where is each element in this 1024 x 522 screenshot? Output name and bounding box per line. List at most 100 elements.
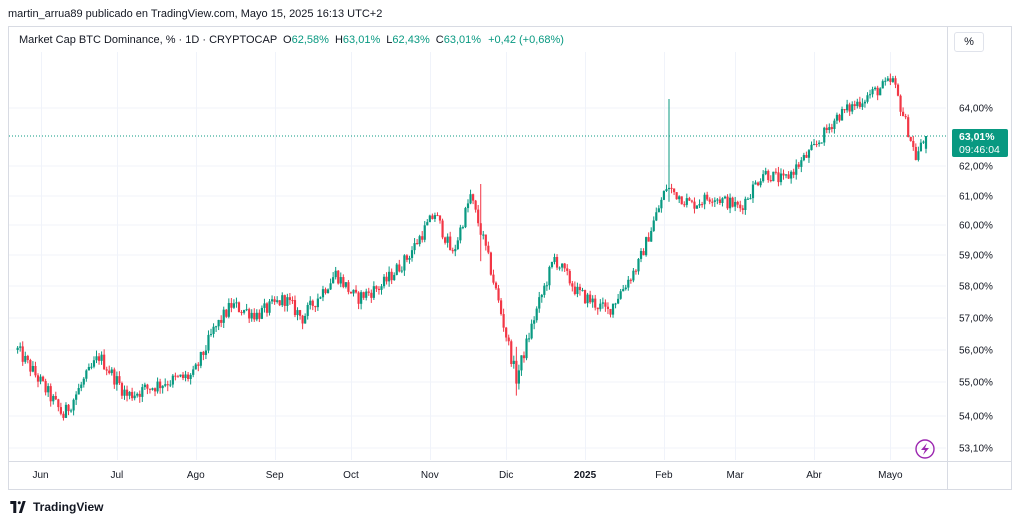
candle-body	[41, 376, 45, 381]
chart-pane[interactable]	[8, 26, 1012, 490]
candle-body	[693, 201, 696, 209]
candle-body	[19, 346, 22, 348]
candle-body	[563, 263, 566, 269]
candle-body	[680, 196, 683, 205]
candle-body	[667, 187, 671, 190]
candle-body	[187, 374, 190, 379]
candle-body	[576, 286, 579, 295]
candle-body	[159, 381, 162, 389]
candle-body	[734, 201, 737, 207]
time-axis-label: Ago	[187, 470, 205, 481]
candle-body	[779, 173, 783, 183]
candle-body	[540, 294, 543, 298]
candle-body	[329, 283, 332, 290]
candle-body	[349, 291, 353, 294]
candle-body	[281, 295, 284, 306]
candle-body	[573, 286, 576, 295]
candle-body	[360, 292, 363, 304]
candle-body	[245, 309, 248, 311]
candle-body	[502, 314, 505, 328]
candle-body	[899, 95, 902, 112]
candle-body	[459, 227, 462, 241]
candle-body	[29, 359, 32, 372]
candle-body	[787, 174, 790, 179]
candle-body	[922, 141, 925, 143]
tradingview-logo-icon	[10, 501, 26, 513]
candle-body	[848, 104, 851, 112]
candle-body	[874, 87, 877, 90]
candle-body	[678, 196, 681, 200]
candle-body	[530, 323, 533, 339]
close-label: C	[435, 34, 444, 46]
candle-body	[273, 299, 276, 302]
candle-body	[695, 205, 699, 209]
candle-body	[382, 276, 386, 287]
candle-body	[762, 174, 765, 182]
candle-body	[487, 245, 490, 253]
candle-body	[62, 413, 65, 418]
candle-body	[220, 319, 223, 323]
candle-body	[479, 223, 482, 235]
candle-body	[807, 150, 811, 158]
candle-body	[639, 251, 643, 259]
candle-body	[156, 381, 159, 392]
candle-body	[388, 271, 391, 282]
candle-body	[306, 304, 309, 316]
candle-body	[225, 309, 228, 317]
candle-body	[647, 237, 650, 242]
candle-body	[36, 375, 40, 382]
candle-body	[372, 286, 375, 298]
candle-body	[174, 375, 177, 377]
candle-body	[260, 307, 263, 319]
candle-body	[645, 237, 648, 256]
candle-body	[726, 196, 729, 209]
candle-body	[398, 264, 401, 272]
candle-body	[835, 114, 839, 121]
candle-body	[207, 334, 210, 351]
current-price-countdown: 09:46:04	[959, 144, 1000, 156]
candle-body	[438, 215, 442, 221]
candle-body	[57, 399, 60, 408]
candle-body	[47, 386, 50, 393]
candle-body	[792, 171, 795, 175]
candle-body	[756, 182, 760, 186]
candle-body	[212, 326, 215, 334]
candle-body	[342, 277, 345, 287]
price-axis-label: 53,10%	[959, 444, 993, 455]
candle-body	[410, 250, 414, 258]
candle-body	[550, 261, 554, 268]
candle-body	[790, 171, 793, 179]
candle-body	[204, 350, 208, 355]
candle-body	[64, 404, 68, 418]
low-value: 62,43%	[392, 34, 430, 46]
candle-body	[746, 198, 749, 200]
price-axis-label: 64,00%	[959, 104, 993, 115]
candle-body	[237, 302, 241, 313]
candle-body	[34, 365, 37, 376]
candle-body	[561, 263, 564, 268]
candle-body	[868, 94, 872, 96]
candle-body	[97, 356, 101, 361]
candle-body	[708, 199, 711, 202]
candle-body	[902, 111, 905, 117]
candle-body	[128, 391, 131, 396]
candle-body	[90, 366, 93, 368]
candle-body	[744, 198, 747, 211]
percent-scale-button[interactable]: %	[954, 32, 984, 52]
candle-body	[52, 396, 55, 402]
high-label: H	[334, 34, 343, 46]
candle-body	[433, 215, 437, 219]
candle-body	[380, 286, 383, 290]
candle-body	[362, 292, 365, 298]
candle-body	[451, 250, 454, 252]
candle-body	[617, 298, 620, 304]
candle-body	[909, 137, 912, 141]
candle-body	[914, 146, 917, 160]
candle-body	[555, 256, 559, 268]
lightning-icon	[915, 439, 935, 459]
candle-body	[650, 230, 653, 242]
candle-body	[581, 290, 584, 292]
candle-body	[507, 337, 510, 342]
candle-body	[917, 151, 920, 160]
